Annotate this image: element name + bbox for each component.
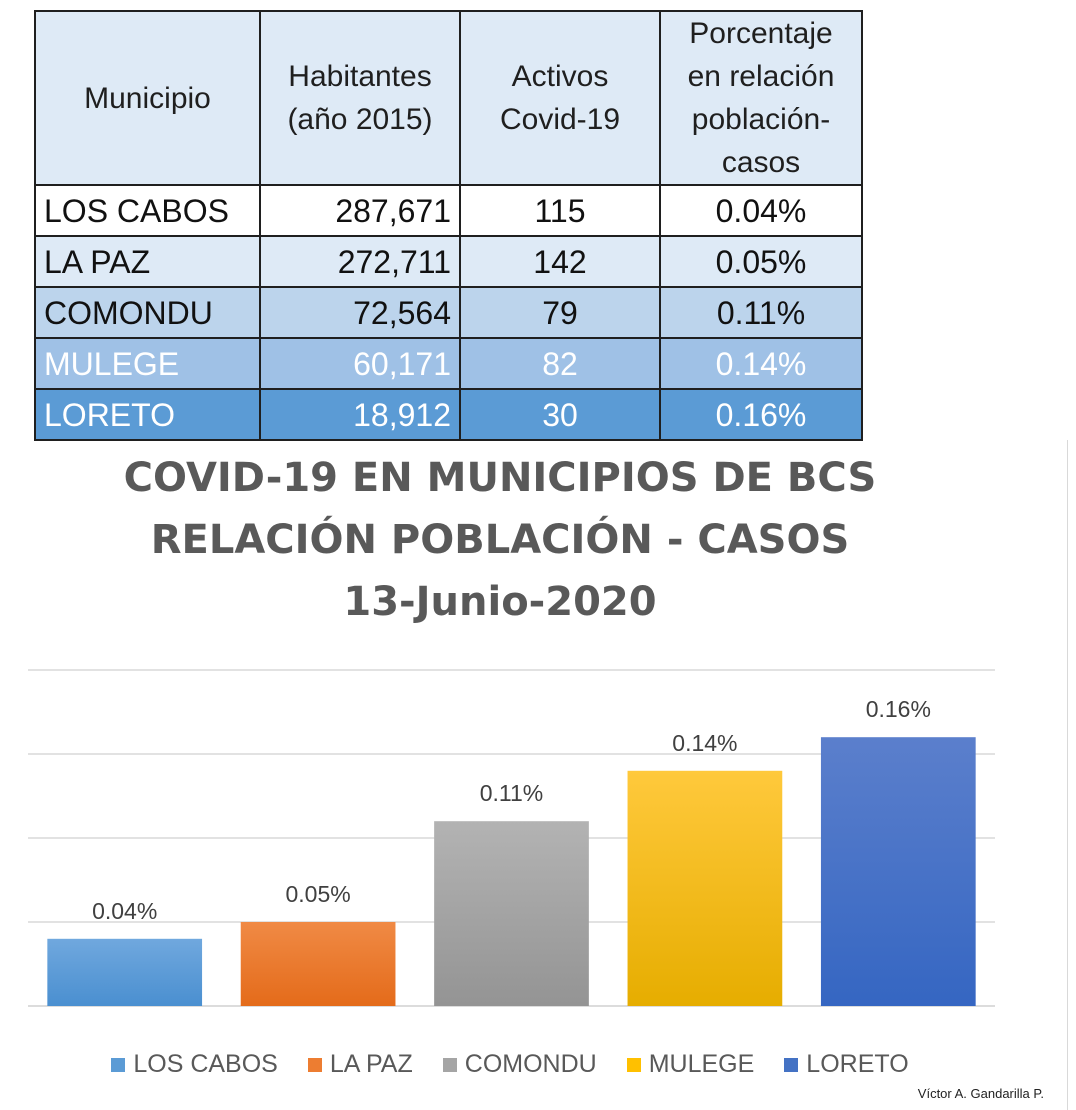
cell-habitantes: 272,711 xyxy=(259,235,461,288)
data-label: 0.14% xyxy=(672,730,737,756)
cell-porcentaje: 0.11% xyxy=(659,286,863,339)
table-row: LOS CABOS 287,671 115 0.04% xyxy=(34,184,863,237)
chart-legend: LOS CABOS LA PAZ COMONDU MULEGE LORETO xyxy=(0,1050,1020,1079)
legend-label: LA PAZ xyxy=(329,1050,413,1078)
cell-municipio: LA PAZ xyxy=(34,235,261,288)
cell-porcentaje: 0.05% xyxy=(659,235,863,288)
chart-title-line-1: COVID-19 EN MUNICIPIOS DE BCS xyxy=(123,455,877,501)
header-habitantes: Habitantes (año 2015) xyxy=(259,10,461,186)
cell-habitantes: 287,671 xyxy=(259,184,461,237)
data-table: Municipio Habitantes (año 2015) Activos Co… xyxy=(34,10,863,441)
legend-item: LORETO xyxy=(784,1050,909,1079)
bar-loreto xyxy=(820,737,976,1006)
cell-habitantes: 60,171 xyxy=(259,337,461,390)
chart-title-line-2: RELACIÓN POBLACIÓN - CASOS xyxy=(150,517,850,563)
data-label: 0.04% xyxy=(92,898,157,924)
legend-item: LA PAZ xyxy=(307,1050,413,1079)
bar-los-cabos xyxy=(47,938,203,1006)
cell-municipio: COMONDU xyxy=(34,286,261,339)
bar-la-paz xyxy=(240,922,396,1006)
cell-activos: 79 xyxy=(459,286,661,339)
legend-swatch xyxy=(307,1057,322,1072)
legend-label: COMONDU xyxy=(464,1050,597,1078)
cell-porcentaje: 0.16% xyxy=(659,388,863,440)
cell-municipio: MULEGE xyxy=(34,337,261,390)
legend-label: LORETO xyxy=(806,1050,909,1078)
table-row: LA PAZ 272,711 142 0.05% xyxy=(34,235,863,288)
table-header-row: Municipio Habitantes (año 2015) Activos Co… xyxy=(34,10,863,186)
cell-activos: 115 xyxy=(459,184,661,237)
legend-swatch xyxy=(626,1057,641,1072)
table-row: COMONDU 72,564 79 0.11% xyxy=(34,286,863,339)
legend-swatch xyxy=(111,1057,126,1072)
cell-habitantes: 72,564 xyxy=(259,286,461,339)
legend-item: COMONDU xyxy=(442,1050,597,1079)
data-label: 0.11% xyxy=(480,780,544,806)
bar-comondu xyxy=(434,821,589,1006)
cell-activos: 82 xyxy=(459,337,661,390)
legend-swatch xyxy=(784,1057,799,1072)
cell-habitantes: 18,912 xyxy=(259,388,461,440)
cell-porcentaje: 0.04% xyxy=(659,184,863,237)
cell-municipio: LOS CABOS xyxy=(34,184,261,237)
cell-activos: 30 xyxy=(459,388,661,440)
header-activos: Activos Covid-19 xyxy=(459,10,661,186)
table-row: LORETO 18,912 30 0.16% xyxy=(34,388,863,440)
cell-municipio: LORETO xyxy=(34,388,261,440)
author-credit: Víctor A. Gandarilla P. xyxy=(917,1086,1044,1101)
data-label: 0.16% xyxy=(866,696,931,722)
legend-item: LOS CABOS xyxy=(111,1050,278,1079)
legend-swatch xyxy=(442,1057,457,1072)
legend-label: LOS CABOS xyxy=(133,1050,278,1078)
legend-label: MULEGE xyxy=(648,1050,755,1078)
header-municipio: Municipio xyxy=(34,10,261,186)
table-row: MULEGE 60,171 82 0.14% xyxy=(34,337,863,390)
legend-item: MULEGE xyxy=(626,1050,755,1079)
chart-title-line-3: 13-Junio-2020 xyxy=(343,579,657,625)
cell-porcentaje: 0.14% xyxy=(659,337,863,390)
data-label: 0.05% xyxy=(285,881,350,907)
header-porcentaje: Porcentaje en relación población-casos xyxy=(659,10,863,186)
chart-border-line xyxy=(1067,440,1068,1110)
bar-mulege xyxy=(627,770,783,1006)
cell-activos: 142 xyxy=(459,235,661,288)
